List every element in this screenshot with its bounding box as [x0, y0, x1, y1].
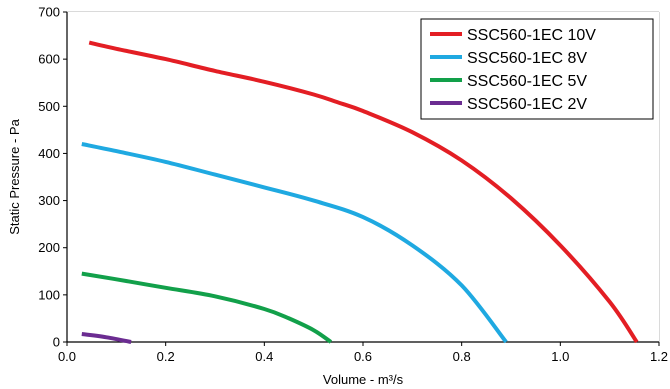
x-tick-label: 1.0	[551, 349, 569, 364]
y-axis-ticks: 0 100 200 300 400 500 600 700	[38, 5, 67, 350]
y-tick-label: 600	[38, 52, 60, 67]
y-tick-label: 100	[38, 287, 60, 302]
x-tick-label: 1.2	[650, 349, 668, 364]
y-tick-label: 200	[38, 240, 60, 255]
x-tick-label: 0.4	[255, 349, 273, 364]
y-tick-label: 500	[38, 99, 60, 114]
series-line-ssc560-1ec-8v	[81, 142, 508, 344]
series-curves	[81, 40, 639, 344]
x-tick-label: 0.0	[58, 349, 76, 364]
legend-label-ssc560-1ec-8v: SSC560-1EC 8V	[467, 50, 587, 67]
y-axis-title: Static Pressure - Pa	[7, 118, 22, 234]
x-axis-title: Volume - m³/s	[323, 372, 404, 387]
x-axis-ticks: 0.0 0.2 0.4 0.6 0.8 1.0 1.2	[58, 342, 668, 364]
y-tick-label: 300	[38, 193, 60, 208]
legend-label-ssc560-1ec-10v: SSC560-1EC 10V	[467, 27, 596, 44]
y-tick-label: 0	[53, 335, 60, 350]
legend: SSC560-1EC 10V SSC560-1EC 8V SSC560-1EC 5V…	[420, 18, 654, 120]
y-tick-label: 400	[38, 146, 60, 161]
x-tick-label: 0.6	[354, 349, 372, 364]
x-tick-label: 0.2	[157, 349, 175, 364]
legend-label-ssc560-1ec-2v: SSC560-1EC 2V	[467, 96, 587, 113]
legend-label-ssc560-1ec-5v: SSC560-1EC 5V	[467, 73, 587, 90]
series-line-ssc560-1ec-10v	[88, 40, 639, 344]
series-line-ssc560-1ec-2v	[81, 332, 132, 344]
y-tick-label: 700	[38, 5, 60, 20]
series-line-ssc560-1ec-5v	[81, 271, 333, 344]
x-tick-label: 0.8	[453, 349, 471, 364]
